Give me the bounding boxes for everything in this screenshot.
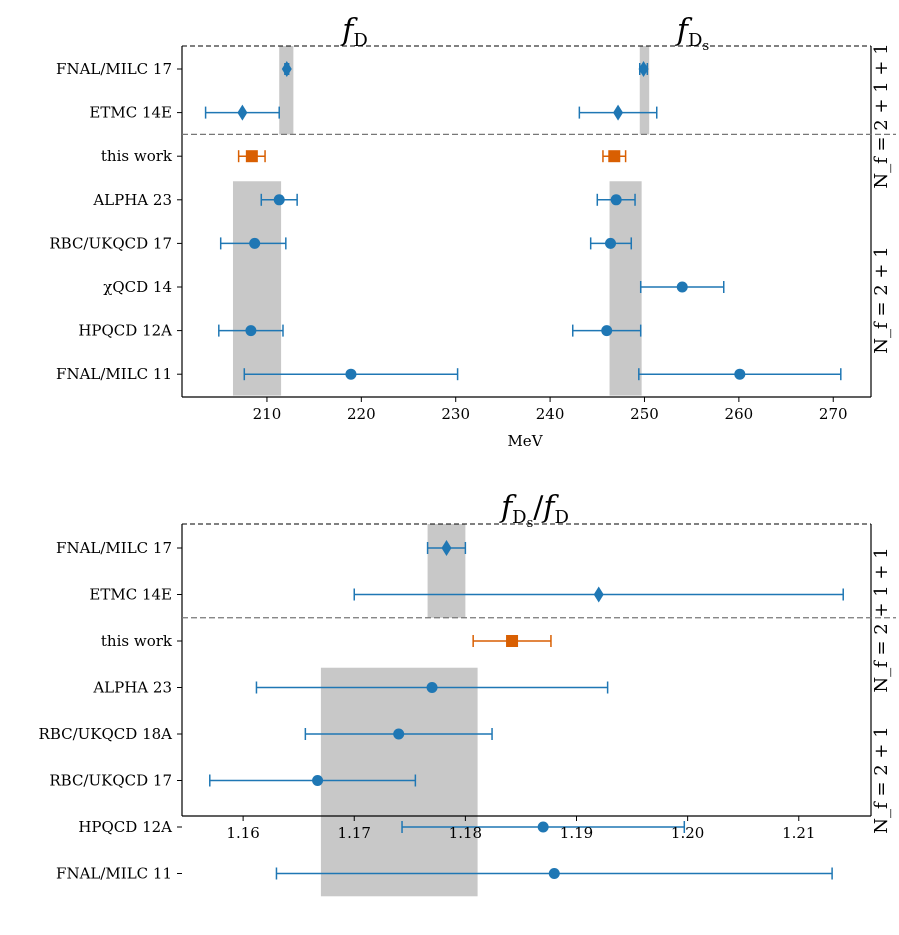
row-label: this work <box>101 632 173 650</box>
y-labels: FNAL/MILC 17 ETMC 14E this work ALPHA 23 RBC… <box>49 60 182 383</box>
data-point <box>537 821 549 833</box>
data-point <box>548 868 560 879</box>
x-tick-label: 1.17 <box>338 824 371 842</box>
x-tick-label: 220 <box>347 405 376 423</box>
average-bands <box>320 524 478 897</box>
row-label: ETMC 14E <box>89 586 172 604</box>
x-tick-label: 1.21 <box>782 824 815 842</box>
average-band <box>609 181 642 396</box>
average-band <box>279 46 294 135</box>
title-right: fDs <box>675 13 709 54</box>
panel-ratio: 1.16 1.17 1.18 1.19 1.20 1.21 FNAL/MILC 17 ETM… <box>39 490 896 897</box>
data-point <box>506 635 519 647</box>
data-point <box>608 150 621 163</box>
group-label: N_f = 2 + 1 <box>871 726 892 833</box>
row-label: FNAL/MILC 17 <box>56 60 172 78</box>
group-labels: N_f = 2 + 1 + 1 N_f = 2 + 1 <box>871 43 892 353</box>
data-point <box>237 104 248 121</box>
row-label: RBC/UKQCD 17 <box>49 234 172 252</box>
data-point <box>426 682 438 693</box>
data-point <box>638 61 649 77</box>
x-tick-label: 250 <box>630 405 659 423</box>
data-point <box>245 325 257 337</box>
x-tick-label: 270 <box>819 405 848 423</box>
data-point <box>613 104 624 121</box>
average-band <box>232 181 282 396</box>
markers <box>237 61 746 380</box>
x-tick-label: 260 <box>725 405 754 423</box>
row-label: ALPHA 23 <box>92 191 172 209</box>
data-point <box>676 281 688 293</box>
markers <box>312 540 604 879</box>
row-label: χQCD 14 <box>103 278 172 296</box>
error-bars <box>204 63 842 381</box>
data-point <box>393 728 405 740</box>
data-point <box>273 194 285 206</box>
group-label: N_f = 2 + 1 + 1 <box>871 547 892 692</box>
average-band <box>427 524 466 618</box>
data-point <box>245 150 258 163</box>
axes-frame <box>181 45 896 398</box>
x-ticks: 210 220 230 240 250 260 270 <box>253 397 848 423</box>
data-point <box>610 194 622 206</box>
data-point <box>281 61 292 77</box>
x-tick-label: 240 <box>536 405 565 423</box>
title-left: fD <box>340 13 368 51</box>
data-point <box>601 325 613 337</box>
row-label: RBC/UKQCD 17 <box>49 772 172 790</box>
data-point <box>345 368 357 380</box>
x-tick-label: 1.19 <box>560 824 593 842</box>
row-label: FNAL/MILC 11 <box>56 365 172 383</box>
data-point <box>249 237 261 249</box>
row-label: RBC/UKQCD 18A <box>39 725 173 743</box>
group-labels: N_f = 2 + 1 + 1 N_f = 2 + 1 <box>871 547 892 833</box>
x-tick-label: 1.16 <box>226 824 259 842</box>
x-ticks: 1.16 1.17 1.18 1.19 1.20 1.21 <box>226 816 815 842</box>
group-label: N_f = 2 + 1 <box>871 246 892 353</box>
group-label: N_f = 2 + 1 + 1 <box>871 43 892 188</box>
x-tick-label: 1.20 <box>671 824 704 842</box>
error-bars <box>209 542 844 880</box>
x-tick-label: 210 <box>253 405 282 423</box>
x-tick-label: 1.18 <box>449 824 482 842</box>
row-label: HPQCD 12A <box>78 818 172 836</box>
x-tick-label: 230 <box>441 405 470 423</box>
row-label: HPQCD 12A <box>78 322 172 340</box>
row-label: FNAL/MILC 17 <box>56 539 172 557</box>
row-label: this work <box>101 147 173 165</box>
data-point <box>605 237 617 249</box>
data-point <box>593 586 604 603</box>
data-point <box>312 775 324 786</box>
title-ratio: fDs/fD <box>499 490 569 531</box>
average-band <box>320 667 478 897</box>
data-point <box>734 368 746 380</box>
row-label: ALPHA 23 <box>92 679 172 697</box>
row-label: FNAL/MILC 11 <box>56 865 172 883</box>
average-bands <box>232 46 650 396</box>
panel-fd-fds: 210 220 230 240 250 260 270 FNAL/MILC 17 ETMC 1… <box>49 13 896 450</box>
y-labels: FNAL/MILC 17 ETMC 14E this work ALPHA 23 RBC… <box>39 539 182 883</box>
data-point <box>441 540 452 556</box>
row-label: ETMC 14E <box>89 104 172 122</box>
x-axis-label: MeV <box>507 432 543 450</box>
axes-frame <box>181 523 896 817</box>
average-band <box>639 46 650 135</box>
